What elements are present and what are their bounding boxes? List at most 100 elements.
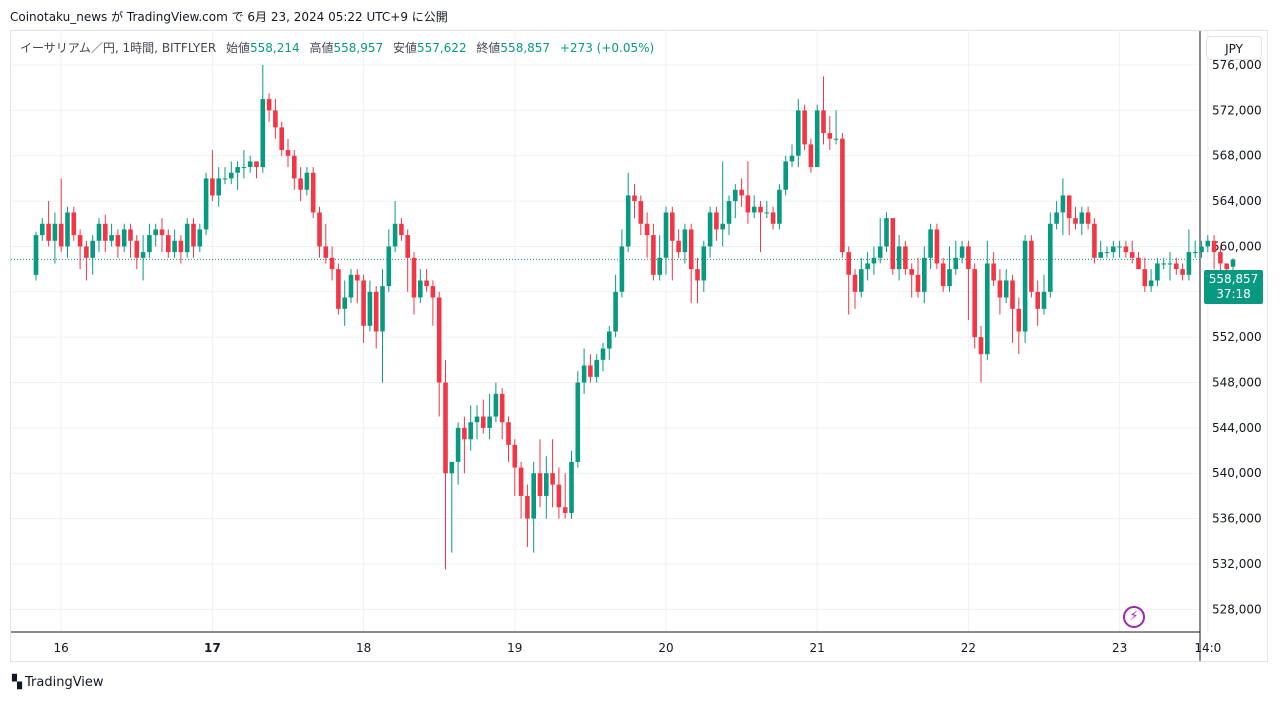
candle-body — [430, 286, 436, 298]
y-tick-label: 568,000 — [1212, 149, 1262, 163]
low-label: 安値 — [392, 41, 417, 55]
candle-body — [1230, 259, 1236, 267]
candle-body — [953, 257, 959, 270]
x-tick-label: 21 — [810, 641, 825, 655]
candle-body — [638, 201, 644, 224]
candle-body — [373, 291, 379, 332]
y-tick-label: 544,000 — [1212, 421, 1262, 435]
currency-button[interactable]: JPY — [1206, 36, 1262, 60]
candle-body — [613, 291, 618, 332]
y-tick-label: 576,000 — [1212, 58, 1262, 72]
candle-body — [153, 229, 158, 236]
candle-body — [569, 461, 574, 513]
brand-label: TradingView — [25, 675, 104, 690]
candle-body — [1218, 252, 1223, 264]
candle-body — [1054, 212, 1059, 224]
candle-body — [676, 240, 681, 253]
candle-body — [109, 235, 114, 241]
candle-body — [1142, 269, 1148, 287]
candle-body — [651, 235, 656, 275]
candle-body — [827, 133, 833, 139]
candle-body — [1224, 263, 1229, 270]
x-tick-label: 14:0 — [1194, 641, 1221, 655]
candle-body — [720, 223, 725, 230]
candle-body — [802, 110, 807, 145]
candle-body — [71, 212, 77, 236]
candle-body — [481, 416, 486, 428]
candle-body — [985, 263, 990, 355]
candle-body — [556, 484, 562, 508]
candle-body — [367, 291, 373, 326]
chart-frame — [10, 30, 1268, 662]
candle-body — [1180, 269, 1185, 275]
candle-body — [1029, 240, 1034, 292]
candle-body — [688, 229, 694, 270]
bar-countdown: 37:18 — [1216, 287, 1251, 301]
candle-body — [537, 473, 543, 496]
candle-body — [714, 212, 719, 230]
candle-body — [1199, 246, 1204, 253]
ohlc-legend: イーサリアム／円, 1時間, BITFLYER 始値558,214 高値558,… — [20, 39, 654, 56]
candle-body — [140, 252, 146, 258]
candle-body — [506, 422, 511, 445]
last-price-value: 558,857 — [1208, 272, 1259, 286]
candle-body — [884, 218, 889, 247]
candle-body — [462, 427, 467, 440]
candle-body — [670, 212, 675, 241]
candle-body — [1098, 252, 1103, 258]
candle-body — [474, 416, 480, 423]
candle-body — [386, 246, 392, 287]
candle-body — [632, 195, 637, 202]
x-tick-label: 20 — [658, 641, 673, 655]
candle-body — [808, 144, 814, 168]
candle-body — [298, 178, 303, 190]
candle-body — [625, 195, 631, 247]
candle-body — [852, 274, 858, 292]
high-value: 558,957 — [333, 41, 384, 55]
candle-body — [947, 269, 952, 287]
candle-body — [380, 286, 385, 332]
candle-body — [525, 495, 530, 519]
y-tick-label: 540,000 — [1212, 466, 1262, 480]
candle-body — [581, 365, 587, 383]
candle-body — [758, 206, 763, 213]
candle-body — [733, 189, 738, 202]
candle-body — [619, 246, 625, 292]
candle-body — [455, 427, 461, 462]
candle-body — [392, 223, 398, 247]
candle-body — [707, 212, 713, 247]
candle-body — [323, 246, 329, 258]
candle-body — [909, 269, 914, 275]
candle-body — [1092, 223, 1097, 258]
x-tick-label: 17 — [204, 641, 221, 655]
candle-body — [991, 263, 996, 281]
tradingview-logo[interactable]: ▚ TradingView — [12, 675, 104, 690]
candle-body — [84, 246, 89, 258]
candle-body — [405, 235, 410, 258]
candle-body — [336, 269, 341, 309]
candle-body — [877, 246, 883, 258]
candle-body — [1174, 263, 1179, 270]
candle-body — [644, 223, 650, 236]
candle-body — [134, 240, 140, 258]
candle-body — [191, 223, 196, 247]
candle-body — [1073, 218, 1078, 224]
candle-body — [273, 110, 278, 128]
candle-body — [928, 229, 933, 258]
candle-body — [1161, 263, 1166, 265]
candle-body — [1079, 212, 1085, 224]
lightning-icon[interactable]: ⚡ — [1123, 606, 1145, 628]
candle-body — [978, 337, 984, 355]
candle-body — [1186, 252, 1192, 275]
x-tick-label: 22 — [961, 641, 976, 655]
candle-body — [247, 161, 253, 168]
candle-body — [663, 212, 669, 258]
candle-body — [348, 274, 354, 298]
candle-body — [997, 280, 1003, 298]
y-tick-label: 572,000 — [1212, 103, 1262, 117]
candle-body — [1010, 280, 1015, 309]
candle-body — [216, 178, 221, 196]
candle-body — [355, 274, 360, 281]
candle-body — [46, 223, 51, 241]
